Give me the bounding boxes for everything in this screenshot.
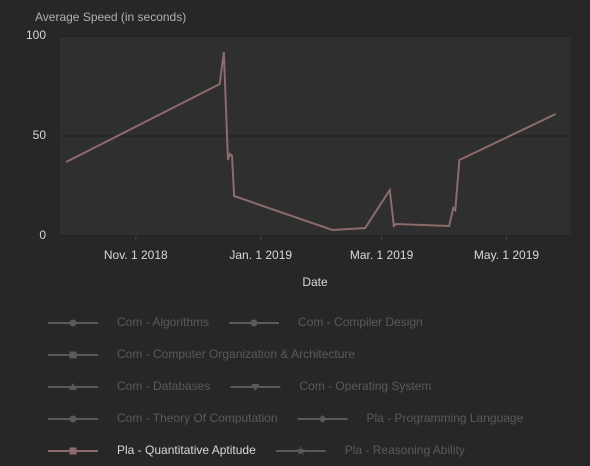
legend-label: Com - Operating System	[299, 379, 431, 393]
legend-marker	[69, 415, 77, 423]
legend-item[interactable]: Com - Computer Organization & Architectu…	[48, 347, 355, 361]
legend-item[interactable]: Pla - Programming Language	[297, 411, 524, 425]
legend-item[interactable]: Pla - Quantitative Aptitude	[48, 443, 256, 457]
x-tick-label: Jan. 1 2019	[229, 248, 292, 262]
legend-marker	[318, 415, 327, 423]
y-tick-label: 100	[26, 28, 46, 42]
legend-label: Pla - Programming Language	[367, 411, 524, 425]
legend-label: Pla - Quantitative Aptitude	[117, 443, 256, 457]
x-tick-label: Nov. 1 2018	[104, 248, 168, 262]
legend-marker	[69, 447, 77, 455]
legend-label: Com - Theory Of Computation	[117, 411, 278, 425]
x-axis-label: Date	[302, 275, 328, 289]
legend-label: Com - Algorithms	[117, 315, 209, 329]
legend-item[interactable]: Pla - Reasoning Ability	[275, 443, 465, 457]
data-line	[65, 51, 557, 232]
legend-marker	[251, 384, 260, 391]
legend-item[interactable]: Com - Databases	[48, 379, 210, 393]
legend-label: Pla - Reasoning Ability	[345, 443, 465, 457]
legend-label: Com - Computer Organization & Architectu…	[117, 347, 355, 361]
legend-marker	[295, 446, 306, 456]
legend-marker	[69, 383, 77, 390]
y-tick-label: 0	[39, 228, 46, 242]
x-tick-label: Mar. 1 2019	[350, 248, 414, 262]
legend-marker	[69, 351, 77, 359]
legend-label: Com - Databases	[117, 379, 210, 393]
legend-item[interactable]: Com - Theory Of Computation	[48, 411, 278, 425]
y-tick-label: 50	[33, 128, 47, 142]
legend-item[interactable]: Com - Operating System	[230, 379, 431, 393]
legend-item[interactable]: Com - Compiler Design	[229, 315, 423, 329]
legend-marker	[69, 319, 77, 327]
chart-title: Average Speed (in seconds)	[35, 10, 186, 24]
legend-label: Com - Compiler Design	[298, 315, 423, 329]
x-tick-label: May. 1 2019	[474, 248, 539, 262]
legend-item[interactable]: Com - Algorithms	[48, 315, 209, 329]
legend-marker	[250, 319, 258, 327]
